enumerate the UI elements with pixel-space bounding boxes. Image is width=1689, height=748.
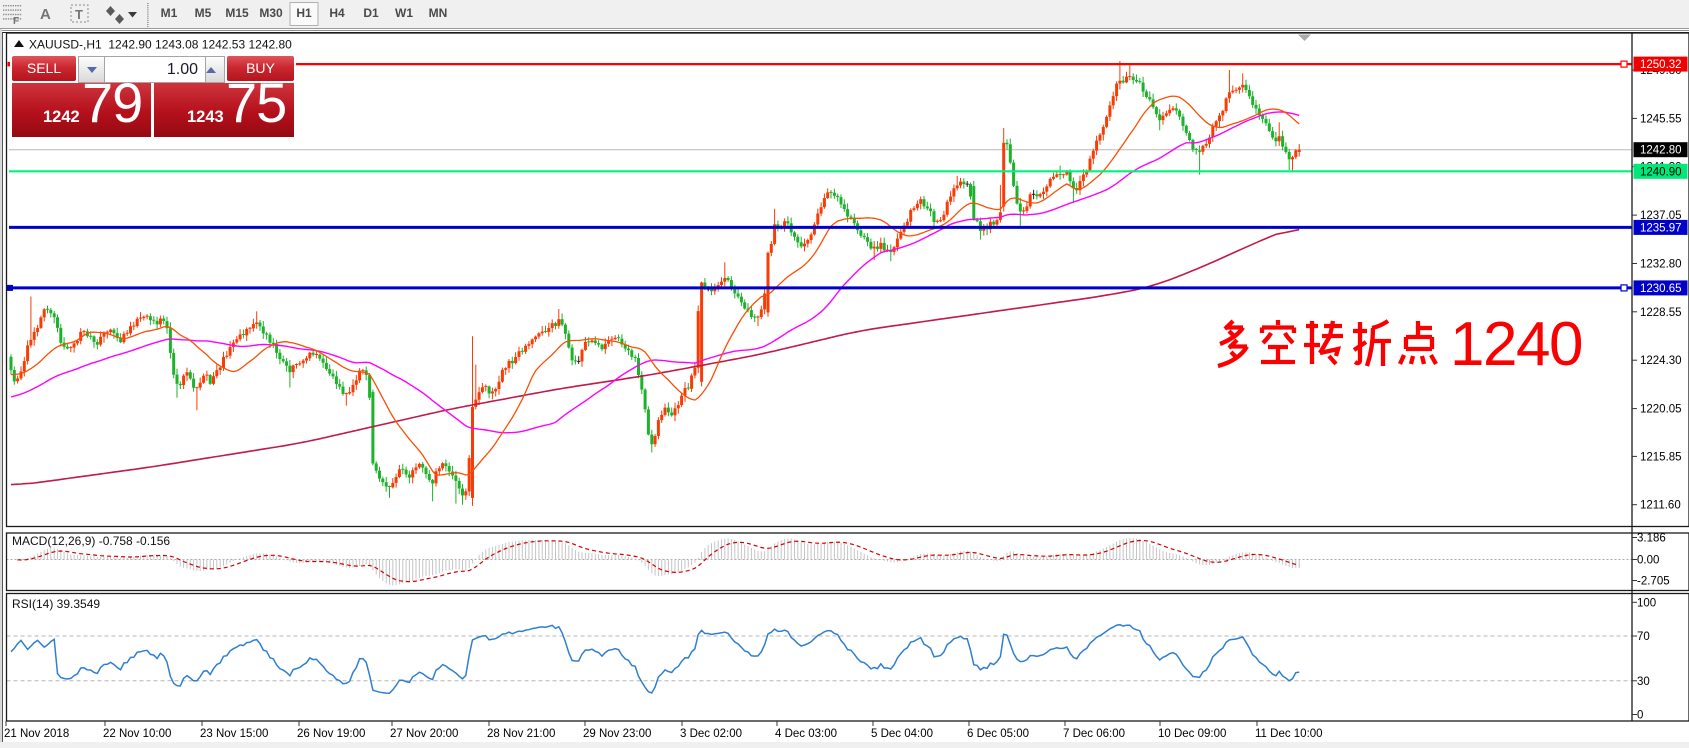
svg-text:1245.55: 1245.55 xyxy=(1640,113,1682,125)
svg-text:1211.60: 1211.60 xyxy=(1640,500,1681,512)
svg-text:1228.55: 1228.55 xyxy=(1640,307,1682,319)
svg-text:1230.65: 1230.65 xyxy=(1640,283,1682,295)
svg-text:27 Nov 20:00: 27 Nov 20:00 xyxy=(390,728,458,740)
svg-text:23 Nov 15:00: 23 Nov 15:00 xyxy=(200,728,268,740)
svg-text:6 Dec 05:00: 6 Dec 05:00 xyxy=(967,728,1029,740)
svg-text:A: A xyxy=(40,6,51,23)
svg-text:70: 70 xyxy=(1637,631,1650,643)
svg-text:MACD(12,26,9) -0.758 -0.156: MACD(12,26,9) -0.758 -0.156 xyxy=(12,534,170,548)
svg-text:4 Dec 03:00: 4 Dec 03:00 xyxy=(775,728,837,740)
svg-text:3 Dec 02:00: 3 Dec 02:00 xyxy=(680,728,742,740)
svg-text:26 Nov 19:00: 26 Nov 19:00 xyxy=(297,728,365,740)
svg-text:1237.05: 1237.05 xyxy=(1640,210,1682,222)
svg-text:29 Nov 23:00: 29 Nov 23:00 xyxy=(583,728,651,740)
svg-text:11 Dec 10:00: 11 Dec 10:00 xyxy=(1255,728,1323,740)
svg-text:T: T xyxy=(75,7,83,22)
svg-text:22 Nov 10:00: 22 Nov 10:00 xyxy=(103,728,171,740)
svg-text:28 Nov 21:00: 28 Nov 21:00 xyxy=(487,728,555,740)
svg-text:30: 30 xyxy=(1637,676,1650,688)
svg-text:3.186: 3.186 xyxy=(1637,533,1666,545)
svg-text:1220.05: 1220.05 xyxy=(1640,404,1682,416)
svg-text:1215.85: 1215.85 xyxy=(1640,451,1682,463)
svg-text:1242.80: 1242.80 xyxy=(1640,145,1682,157)
svg-text:-2.705: -2.705 xyxy=(1637,576,1670,588)
svg-text:RSI(14) 39.3549: RSI(14) 39.3549 xyxy=(12,597,100,611)
svg-text:1224.30: 1224.30 xyxy=(1640,355,1682,367)
svg-text:100: 100 xyxy=(1637,597,1656,609)
svg-text:1240: 1240 xyxy=(1450,310,1582,379)
svg-text:10 Dec 09:00: 10 Dec 09:00 xyxy=(1158,728,1226,740)
svg-text:1240.90: 1240.90 xyxy=(1640,166,1682,178)
svg-text:XAUUSD-,H1 1242.90 1243.08 12: XAUUSD-,H1 1242.90 1243.08 1242.53 1242.… xyxy=(29,38,292,52)
svg-text:1232.80: 1232.80 xyxy=(1640,259,1682,271)
svg-text:1250.32: 1250.32 xyxy=(1640,59,1682,71)
svg-text:7 Dec 06:00: 7 Dec 06:00 xyxy=(1063,728,1125,740)
svg-text:F: F xyxy=(13,16,19,27)
svg-text:0.00: 0.00 xyxy=(1637,555,1659,567)
svg-text:21 Nov 2018: 21 Nov 2018 xyxy=(4,728,69,740)
svg-text:1235.97: 1235.97 xyxy=(1640,222,1682,234)
svg-text:5 Dec 04:00: 5 Dec 04:00 xyxy=(871,728,933,740)
svg-text:0: 0 xyxy=(1637,710,1643,722)
